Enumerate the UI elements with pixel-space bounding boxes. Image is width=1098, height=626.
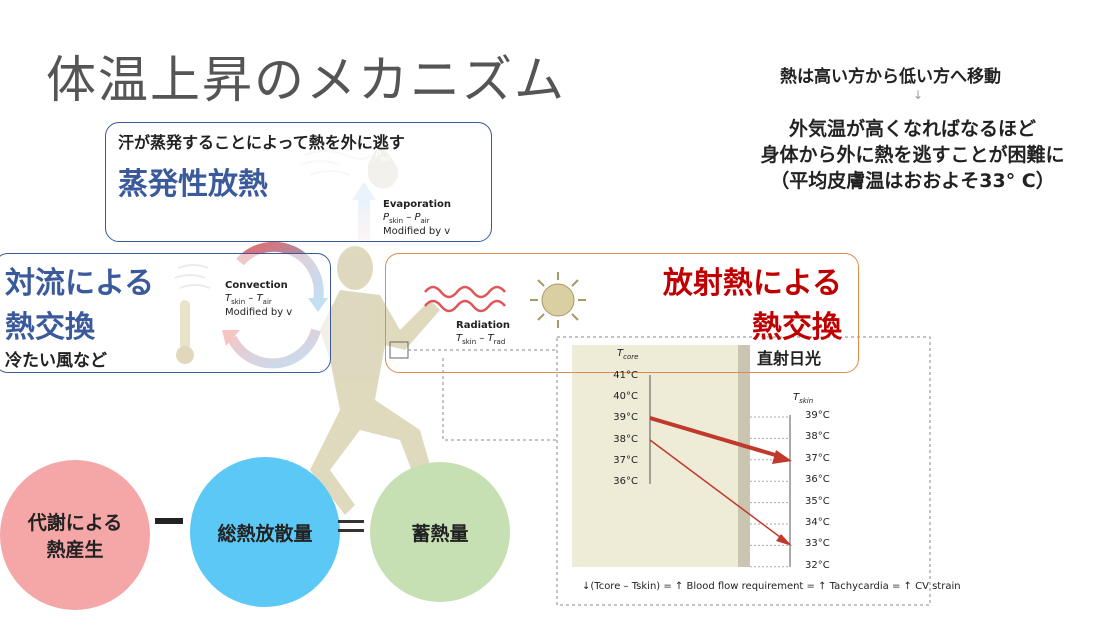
label: Radiation: [456, 320, 510, 331]
title: 体温上昇のメカニズム: [46, 51, 566, 109]
subscript: rad: [493, 338, 506, 346]
heading: 熱交換: [752, 310, 842, 345]
note-lines: 外気温が高くなればなるほど身体から外に熱を逃すことが困難に （平均皮膚温はおおよそ…: [740, 116, 1085, 194]
caption: 汗が蒸発することによって熱を外に逃す: [118, 133, 405, 152]
symbol: T: [225, 293, 232, 304]
heading: 対流による: [5, 266, 155, 301]
core-temp: 38°C: [613, 433, 638, 445]
subscript: skin: [462, 338, 477, 346]
production-circle: 代謝による 熱産生: [0, 460, 150, 610]
convection-box: 対流による 熱交換 冷たい風など Convection Tskin – Tair…: [0, 253, 331, 373]
dissipation-circle: 総熱放散量: [190, 457, 340, 607]
subscript: skin: [231, 298, 246, 306]
footer: ↓(Tcore – Tskin) = ↑ Blood flow requirem…: [582, 581, 961, 592]
skin-temp: 35°C: [805, 495, 830, 507]
operator: –: [245, 293, 257, 304]
core-temp: 37°C: [613, 454, 638, 466]
minus: [155, 518, 183, 524]
subscript: air: [420, 217, 430, 225]
operator: –: [403, 212, 415, 223]
core-temp: 40°C: [613, 391, 638, 403]
label: Convection: [225, 280, 288, 291]
symbol: T: [793, 392, 800, 403]
core-temp: 36°C: [613, 476, 638, 487]
symbol: P: [383, 212, 390, 223]
body-panel: [572, 345, 742, 567]
heading: 熱交換: [5, 310, 95, 345]
subscript: air: [381, 155, 391, 163]
caption: 冷たい風など: [5, 351, 107, 371]
equals: [338, 520, 364, 523]
text: 蓄熱量: [411, 522, 469, 545]
core-axis: Tcore: [617, 348, 638, 361]
formula: Pskin – Pair: [383, 212, 430, 225]
modifier: Modified by v: [225, 307, 293, 318]
note-line: 外気温が高くなればなるほど: [788, 118, 1036, 140]
skin-temp: 36°C: [805, 474, 830, 486]
subscript: core: [623, 353, 639, 361]
sunlight: 直射日光: [757, 349, 822, 368]
storage-circle: 蓄熱量: [370, 462, 510, 602]
subscript: air: [262, 298, 272, 306]
subscript: skin: [389, 217, 404, 225]
subscript: skin: [799, 397, 814, 405]
text: 総熱放散量: [217, 522, 313, 545]
formula: Tskin – Tair: [225, 293, 272, 306]
symbol: P: [375, 150, 382, 161]
symbol: T: [617, 348, 624, 359]
skin-temp: 33°C: [805, 538, 830, 550]
skin-axis: Tskin: [793, 392, 813, 405]
note-line: （平均皮膚温はおおよそ33° C）: [770, 170, 1055, 192]
heading: 放射熱による: [662, 266, 842, 301]
note-arrow: ↓: [913, 88, 924, 102]
symbol: T: [487, 333, 494, 344]
drop-label: Pair: [375, 150, 390, 163]
skin-temp: 34°C: [805, 517, 830, 528]
skin-temp: 32°C: [805, 559, 830, 571]
heading: 蒸発性放熱: [118, 167, 268, 202]
radiation-box: 放射熱による 熱交換 Radiation Tskin – Trad: [385, 253, 859, 373]
skin-temp: 38°C: [805, 431, 830, 443]
skin-layer: [738, 345, 750, 567]
symbol: P: [414, 212, 421, 223]
text: 熱産生: [46, 539, 104, 561]
skin-temp: 37°C: [805, 452, 830, 464]
note-top: 熱は高い方から低い方へ移動: [780, 67, 1001, 87]
evaporation-box: 汗が蒸発することによって熱を外に逃す 蒸発性放熱 Pair Evaporatio…: [105, 122, 492, 242]
core-temp: 39°C: [613, 412, 638, 424]
skin-temp: 39°C: [805, 410, 830, 421]
symbol: T: [456, 333, 463, 344]
modifier: Modified by v: [383, 226, 451, 237]
label: Evaporation: [383, 199, 452, 210]
core-temp: 41°C: [613, 370, 638, 381]
note-line: 身体から外に熱を逃すことが困難に: [760, 144, 1065, 166]
symbol: T: [256, 293, 263, 304]
formula: Tskin – Trad: [456, 333, 505, 346]
operator: –: [476, 333, 488, 344]
text: 代謝による: [27, 512, 123, 534]
